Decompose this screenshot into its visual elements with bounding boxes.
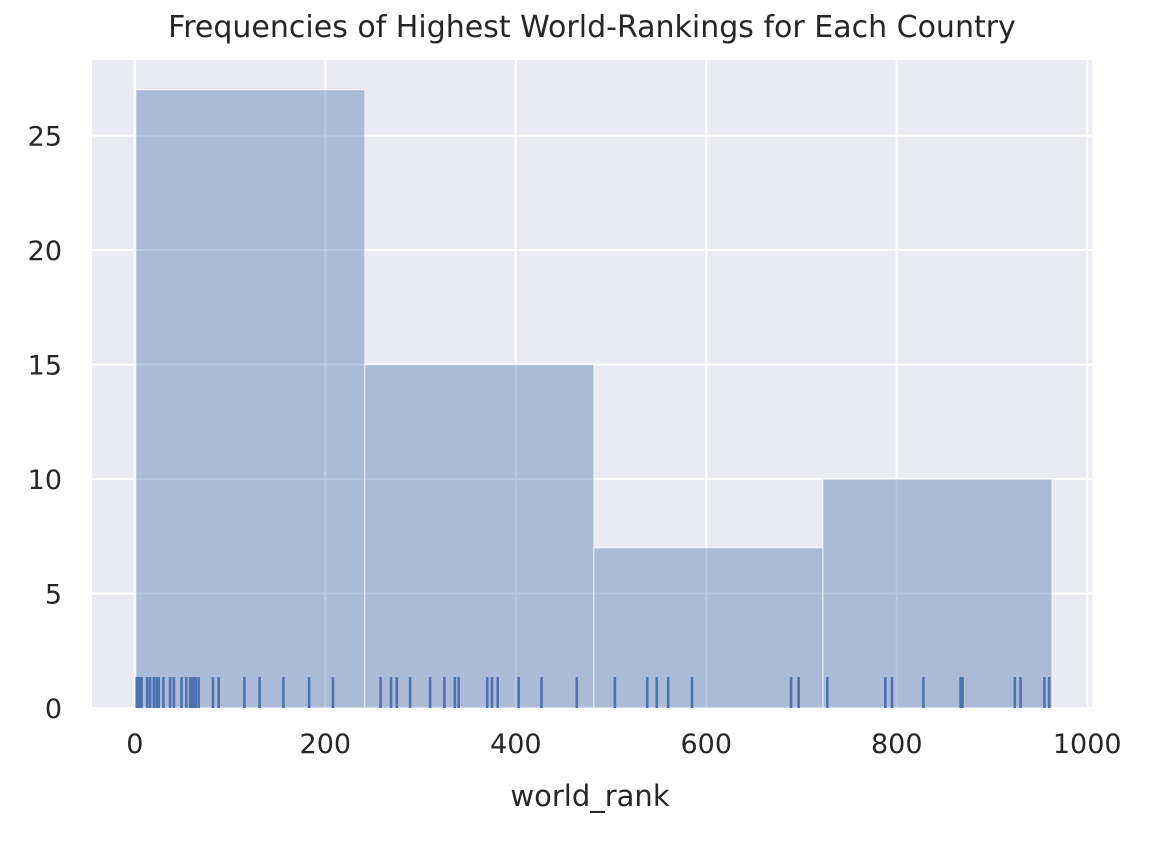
histogram-bar <box>364 363 595 709</box>
y-tick-label: 0 <box>45 694 62 725</box>
x-axis-label: world_rank <box>510 779 669 813</box>
y-tick-label: 20 <box>28 236 62 267</box>
histogram-bar <box>135 89 366 709</box>
x-tick-label: 0 <box>126 729 143 760</box>
x-tick-label: 1000 <box>1053 729 1122 760</box>
histogram-bar <box>593 547 824 709</box>
x-tick-label: 600 <box>681 729 733 760</box>
y-tick-label: 25 <box>28 122 62 153</box>
x-tick-label: 800 <box>871 729 923 760</box>
histogram-bar <box>822 478 1053 709</box>
x-tick-label: 400 <box>490 729 542 760</box>
chart-title: Frequencies of Highest World-Rankings fo… <box>168 10 1016 45</box>
plot-background <box>92 60 1092 708</box>
plot-area: 0 200 400 600 800 1000 0 5 10 15 20 25 <box>28 60 1122 760</box>
x-tick-label: 200 <box>300 729 352 760</box>
y-tick-label: 5 <box>45 580 62 611</box>
y-tick-label: 10 <box>28 465 62 496</box>
y-tick-label: 15 <box>28 351 62 382</box>
